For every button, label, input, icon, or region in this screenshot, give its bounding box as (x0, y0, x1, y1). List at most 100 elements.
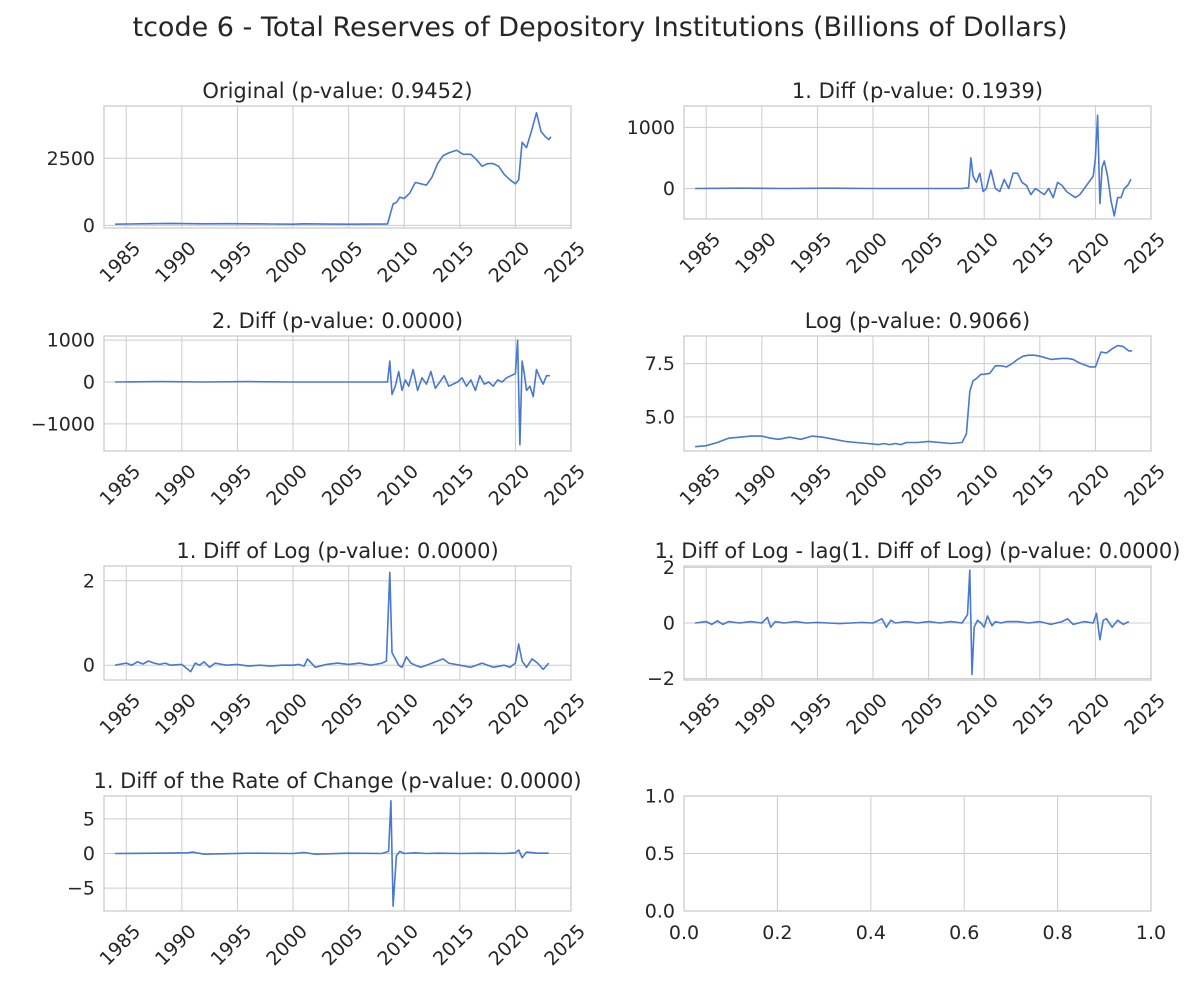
y-tick-label: 1000 (47, 330, 95, 352)
y-tick-label: 0 (663, 613, 675, 635)
x-tick-label: 1990 (731, 460, 781, 510)
x-tick-label: 1985 (95, 920, 145, 970)
y-tick-label: 2 (663, 557, 675, 579)
x-tick-label: 1995 (207, 689, 257, 739)
x-tick-label: 2005 (898, 460, 948, 510)
x-tick-label: 1985 (675, 689, 725, 739)
x-tick-label: 1995 (787, 689, 837, 739)
x-tick-label: 1995 (787, 460, 837, 510)
series-line (115, 111, 552, 225)
axes-frame (103, 335, 572, 452)
y-tick-label: 2 (83, 570, 95, 592)
x-tick-label: 2000 (842, 228, 892, 278)
axes-frame (683, 565, 1152, 681)
x-tick-label: 2000 (262, 237, 312, 287)
x-tick-label: 2020 (485, 460, 535, 510)
x-tick-label: 2015 (1009, 228, 1059, 278)
x-tick-label: 2020 (485, 689, 535, 739)
y-tick-label: 0 (83, 843, 95, 865)
x-tick-label: 2020 (485, 920, 535, 970)
x-tick-label: 2010 (373, 689, 423, 739)
subplot-title: 2. Diff (p-value: 0.0000) (212, 309, 463, 333)
axes-frame (683, 795, 1152, 912)
y-tick-label: 0 (83, 215, 95, 237)
subplot-6: 1. Diff of Log - lag(1. Diff of Log) (p-… (647, 539, 1180, 739)
axes-frame (683, 105, 1152, 220)
y-tick-label: 7.5 (645, 353, 675, 375)
x-tick-label: 2005 (898, 689, 948, 739)
x-tick-label: 2025 (1120, 228, 1170, 278)
x-tick-label: 2005 (318, 237, 368, 287)
x-tick-label: 2005 (318, 920, 368, 970)
series-line (115, 339, 550, 446)
x-tick-label: 0.0 (669, 922, 699, 944)
series-line (115, 800, 549, 907)
series-line (114, 571, 550, 673)
x-tick-label: 2010 (953, 228, 1003, 278)
x-tick-label: 0.8 (1042, 922, 1072, 944)
subplot-2: 1. Diff (p-value: 0.1939) 0 1000 1985 1990 19… (627, 79, 1170, 278)
subplot-title: 1. Diff of Log (p-value: 0.0000) (176, 539, 498, 563)
subplot-title: Original (p-value: 0.9452) (202, 79, 472, 103)
x-tick-label: 1990 (731, 228, 781, 278)
x-tick-label: 2015 (429, 460, 479, 510)
x-tick-label: 1990 (151, 237, 201, 287)
subplot-1: Original (p-value: 0.9452) 0 2500 1985 1990 1… (47, 79, 590, 287)
x-tick-label: 0.4 (856, 922, 886, 944)
y-tick-label: 0.5 (645, 843, 675, 865)
x-tick-label: 2025 (1120, 689, 1170, 739)
x-tick-label: 2000 (842, 689, 892, 739)
y-tick-label: 1.0 (645, 786, 675, 808)
axes-frame (103, 565, 572, 681)
x-tick-label: 1990 (151, 689, 201, 739)
x-tick-label: 2000 (262, 689, 312, 739)
y-tick-label: 1000 (627, 117, 675, 139)
x-tick-label: 2000 (262, 460, 312, 510)
subplot-7: 1. Diff of the Rate of Change (p-value: … (67, 769, 590, 970)
x-tick-label: 2005 (318, 460, 368, 510)
x-tick-label: 2015 (1009, 689, 1059, 739)
subplot-title: 1. Diff (p-value: 0.1939) (792, 79, 1043, 103)
axes-frame (103, 105, 572, 229)
y-tick-label: 0 (663, 178, 675, 200)
x-tick-label: 1990 (151, 920, 201, 970)
x-tick-label: 2025 (540, 237, 590, 287)
x-tick-label: 2015 (429, 920, 479, 970)
subplot-title: Log (p-value: 0.9066) (805, 309, 1031, 333)
x-tick-label: 1985 (95, 237, 145, 287)
y-tick-label: 5.0 (645, 406, 675, 428)
x-tick-label: 2000 (262, 920, 312, 970)
figure-title: tcode 6 - Total Reserves of Depository I… (132, 12, 1068, 43)
x-tick-label: 1995 (207, 920, 257, 970)
x-tick-label: 1990 (731, 689, 781, 739)
x-tick-label: 2010 (373, 460, 423, 510)
x-tick-label: 2010 (373, 920, 423, 970)
subplot-title: 1. Diff of the Rate of Change (p-value: … (93, 769, 581, 793)
x-tick-label: 2010 (953, 460, 1003, 510)
x-tick-label: 1985 (95, 460, 145, 510)
x-tick-label: 1990 (151, 460, 201, 510)
y-tick-label: 0.0 (645, 901, 675, 923)
y-tick-label: 5 (83, 808, 95, 830)
series-line (694, 569, 1130, 676)
x-tick-label: 2015 (429, 689, 479, 739)
x-tick-label: 1995 (787, 228, 837, 278)
x-tick-label: 2025 (540, 460, 590, 510)
x-tick-label: 2015 (429, 237, 479, 287)
x-tick-label: 2015 (1009, 460, 1059, 510)
x-tick-label: 1995 (207, 237, 257, 287)
series-line (695, 114, 1132, 217)
x-tick-label: 0.6 (949, 922, 979, 944)
x-tick-label: 1985 (675, 228, 725, 278)
y-tick-label: −5 (67, 878, 95, 900)
x-tick-label: 2010 (953, 689, 1003, 739)
x-tick-label: 2025 (1120, 460, 1170, 510)
x-tick-label: 1995 (207, 460, 257, 510)
y-tick-label: 2500 (47, 148, 95, 170)
y-tick-label: −1000 (31, 413, 95, 435)
y-tick-label: 0 (83, 655, 95, 677)
